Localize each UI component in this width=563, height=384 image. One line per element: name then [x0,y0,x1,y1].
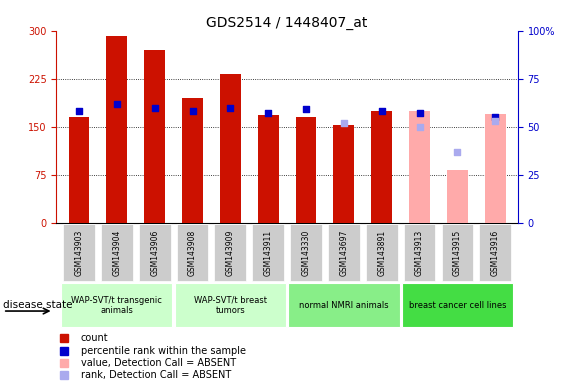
Point [226,104,235,111]
Bar [290,224,322,281]
Bar [101,224,133,281]
Bar [479,224,511,281]
Bar [220,74,241,223]
Text: GSM143906: GSM143906 [150,229,159,276]
Bar [177,224,208,281]
Bar [182,98,203,223]
Text: GSM143916: GSM143916 [491,229,500,276]
Text: disease state: disease state [3,300,72,310]
Bar [139,224,171,281]
Text: GSM143697: GSM143697 [339,229,348,276]
Point [188,108,197,114]
Bar [333,126,354,223]
Point [453,149,462,155]
Bar [252,224,284,281]
Point [74,108,83,114]
Text: GSM143915: GSM143915 [453,229,462,276]
Bar [296,117,316,223]
Point [377,108,386,114]
Text: GSM143891: GSM143891 [377,229,386,276]
Text: WAP-SVT/t transgenic
animals: WAP-SVT/t transgenic animals [72,296,162,315]
Text: WAP-SVT/t breast
tumors: WAP-SVT/t breast tumors [194,296,267,315]
Text: normal NMRI animals: normal NMRI animals [299,301,388,310]
Bar [63,224,95,281]
Text: rank, Detection Call = ABSENT: rank, Detection Call = ABSENT [81,370,231,380]
Text: value, Detection Call = ABSENT: value, Detection Call = ABSENT [81,358,236,368]
Bar [447,170,468,223]
Bar [61,283,172,328]
Bar [175,283,286,328]
Text: percentile rank within the sample: percentile rank within the sample [81,346,245,356]
Text: GSM143913: GSM143913 [415,229,424,276]
Bar [106,36,127,223]
Point [415,110,424,116]
Point [263,110,272,116]
Point [302,106,311,113]
Bar [69,117,90,223]
Point [491,114,500,120]
Text: GSM143903: GSM143903 [74,229,83,276]
Bar [366,224,397,281]
Text: GSM143904: GSM143904 [113,229,122,276]
Bar [404,224,435,281]
Point [150,104,159,111]
Bar [215,224,246,281]
Bar [328,224,360,281]
Point [339,120,348,126]
Text: GSM143908: GSM143908 [188,229,197,276]
Bar [372,111,392,223]
Text: GSM143911: GSM143911 [263,229,272,276]
Point [415,124,424,130]
Text: breast cancer cell lines: breast cancer cell lines [409,301,506,310]
Point [113,101,122,107]
Point [491,118,500,124]
Text: count: count [81,333,108,343]
Title: GDS2514 / 1448407_at: GDS2514 / 1448407_at [207,16,368,30]
Bar [409,111,430,223]
Bar [485,114,506,223]
Text: GSM143330: GSM143330 [302,229,311,276]
Text: GSM143909: GSM143909 [226,229,235,276]
Bar [258,115,279,223]
Bar [144,50,165,223]
Bar [441,224,473,281]
Bar [288,283,400,328]
Bar [402,283,513,328]
